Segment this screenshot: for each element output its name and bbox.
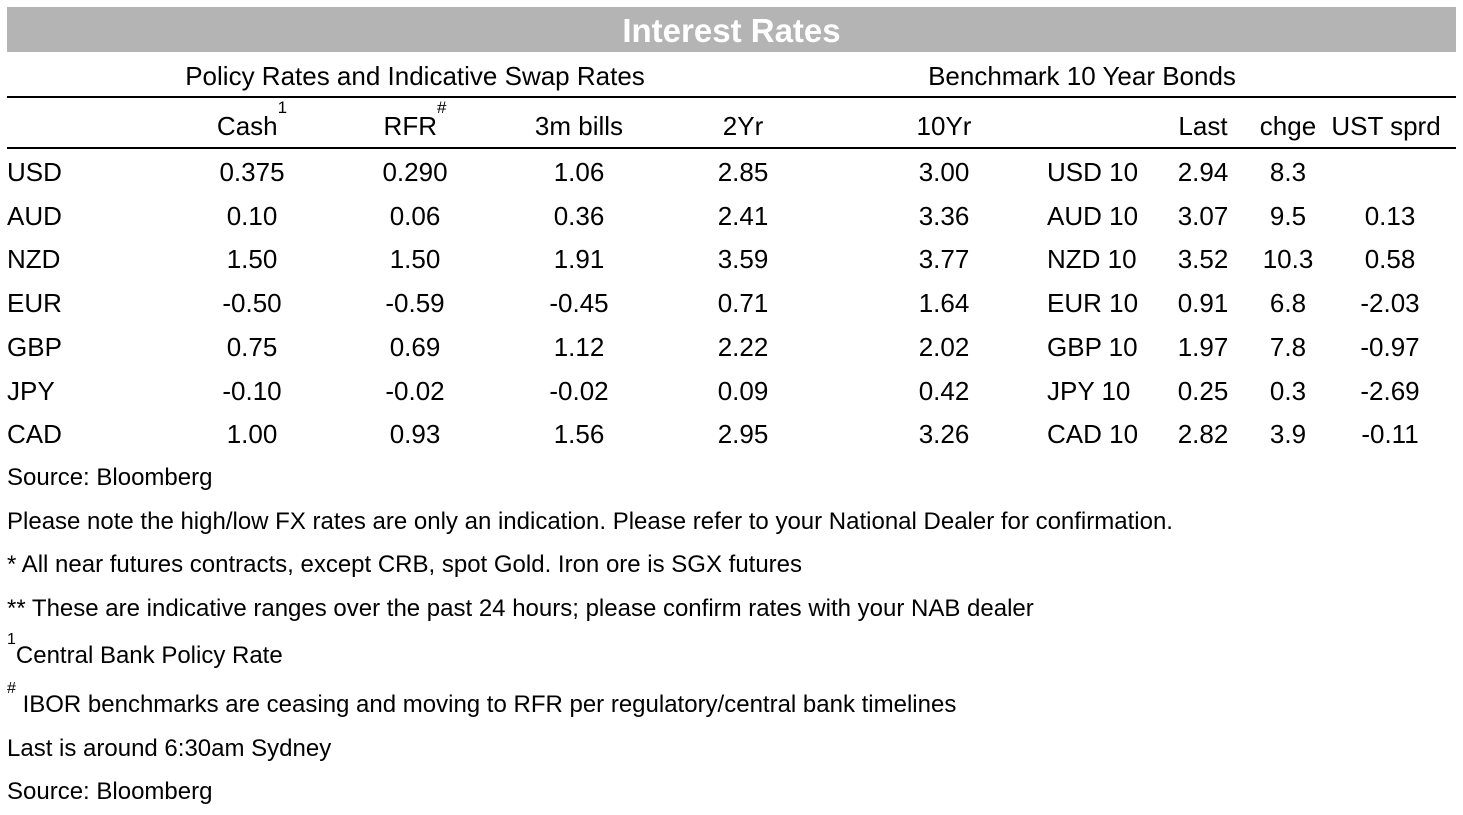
cell-rfr: 0.69 xyxy=(389,331,441,362)
cell-ccy: CAD xyxy=(7,419,62,450)
cell-ust: -2.03 xyxy=(1360,288,1420,319)
cell-yr10: 2.02 xyxy=(918,331,970,362)
header-top-rule xyxy=(7,96,1456,98)
cell-ust: -2.69 xyxy=(1360,375,1420,406)
cell-yr10: 0.42 xyxy=(918,375,970,406)
cell-bond: AUD 10 xyxy=(1047,200,1139,231)
cell-cash: -0.50 xyxy=(222,288,282,319)
cell-cash: 1.00 xyxy=(226,419,278,450)
cell-rfr: 1.50 xyxy=(389,244,441,275)
cell-ccy: NZD xyxy=(7,244,61,275)
cell-ccy: JPY xyxy=(7,375,55,406)
cell-yr10: 3.77 xyxy=(918,244,970,275)
cell-yr10: 3.36 xyxy=(918,200,970,231)
last-time-note: Last is around 6:30am Sydney xyxy=(7,735,332,762)
cell-ust: -0.97 xyxy=(1360,331,1420,362)
cell-bills: -0.02 xyxy=(549,375,609,406)
cell-ust: 0.58 xyxy=(1364,244,1416,275)
cell-yr2: 2.95 xyxy=(717,419,769,450)
source-note: Source: Bloomberg xyxy=(7,464,213,491)
cell-ccy: EUR xyxy=(7,288,62,319)
cell-bond: JPY 10 xyxy=(1047,375,1131,406)
col-header-last: Last xyxy=(1178,111,1228,141)
cell-bills: 1.06 xyxy=(553,157,605,187)
cell-bills: 1.12 xyxy=(553,331,605,362)
cell-rfr: -0.59 xyxy=(385,288,445,319)
cell-yr10: 3.00 xyxy=(918,157,970,187)
cell-last: 0.25 xyxy=(1177,375,1229,406)
cell-last: 2.82 xyxy=(1177,419,1229,450)
cell-yr10: 1.64 xyxy=(918,288,970,319)
cell-chge: 8.3 xyxy=(1269,157,1307,187)
col-header-2yr: 2Yr xyxy=(722,111,764,141)
cell-cash: 0.75 xyxy=(226,331,278,362)
cell-ccy: AUD xyxy=(7,200,62,231)
cell-bond: CAD 10 xyxy=(1047,419,1139,450)
cell-bond: NZD 10 xyxy=(1047,244,1137,275)
cell-bills: 0.36 xyxy=(553,200,605,231)
cell-yr2: 2.85 xyxy=(717,157,769,187)
cell-bills: -0.45 xyxy=(549,288,609,319)
cell-rfr: 0.290 xyxy=(382,157,448,187)
col-header-rfr: RFR# xyxy=(383,98,447,141)
cell-chge: 9.5 xyxy=(1269,200,1307,231)
cell-last: 0.91 xyxy=(1177,288,1229,319)
col-header-10yr: 10Yr xyxy=(916,111,972,141)
cell-last: 3.52 xyxy=(1177,244,1229,275)
cell-chge: 3.9 xyxy=(1269,419,1307,450)
cell-chge: 7.8 xyxy=(1269,331,1307,362)
cell-bond: EUR 10 xyxy=(1047,288,1139,319)
cell-cash: -0.10 xyxy=(222,375,282,406)
col-header-3m-bills: 3m bills xyxy=(534,111,624,141)
cell-bond: USD 10 xyxy=(1047,157,1139,187)
fx-disclaimer-note: Please note the high/low FX rates are on… xyxy=(7,508,1173,535)
col-header-cash: Cash1 xyxy=(216,98,288,141)
benchmark-bonds-section-title: Benchmark 10 Year Bonds xyxy=(928,61,1236,91)
cell-rfr: -0.02 xyxy=(385,375,445,406)
cell-bills: 1.56 xyxy=(553,419,605,450)
source-note-2: Source: Bloomberg xyxy=(7,778,213,805)
cell-cash: 0.375 xyxy=(219,157,285,187)
cell-ccy: USD xyxy=(7,157,62,187)
col-header-chge: chge xyxy=(1259,111,1317,141)
cell-chge: 10.3 xyxy=(1262,244,1314,275)
cell-bills: 1.91 xyxy=(553,244,605,275)
cell-last: 3.07 xyxy=(1177,200,1229,231)
cell-yr2: 0.71 xyxy=(717,288,769,319)
policy-rates-section-title: Policy Rates and Indicative Swap Rates xyxy=(185,61,645,91)
page-title: Interest Rates xyxy=(7,7,1456,52)
cell-last: 2.94 xyxy=(1177,157,1229,187)
cell-yr2: 2.41 xyxy=(717,200,769,231)
cell-cash: 0.10 xyxy=(226,200,278,231)
cell-chge: 0.3 xyxy=(1269,375,1307,406)
cell-chge: 6.8 xyxy=(1269,288,1307,319)
cell-bond: GBP 10 xyxy=(1047,331,1138,362)
cell-yr2: 0.09 xyxy=(717,375,769,406)
cell-yr2: 2.22 xyxy=(717,331,769,362)
header-bottom-rule xyxy=(7,147,1456,149)
col-header-ust-sprd: UST sprd xyxy=(1331,111,1441,141)
ibor-benchmark-note: # IBOR benchmarks are ceasing and moving… xyxy=(7,680,957,719)
cell-rfr: 0.06 xyxy=(389,200,441,231)
cell-yr10: 3.26 xyxy=(918,419,970,450)
central-bank-policy-note: 1Central Bank Policy Rate xyxy=(7,631,283,670)
cell-rfr: 0.93 xyxy=(389,419,441,450)
cell-yr2: 3.59 xyxy=(717,244,769,275)
cell-cash: 1.50 xyxy=(226,244,278,275)
cell-ust: 0.13 xyxy=(1364,200,1416,231)
cell-ccy: GBP xyxy=(7,331,62,362)
cell-last: 1.97 xyxy=(1177,331,1229,362)
futures-note: * All near futures contracts, except CRB… xyxy=(7,551,803,578)
cell-ust: -0.11 xyxy=(1361,419,1419,450)
ranges-note: ** These are indicative ranges over the … xyxy=(7,595,1034,622)
